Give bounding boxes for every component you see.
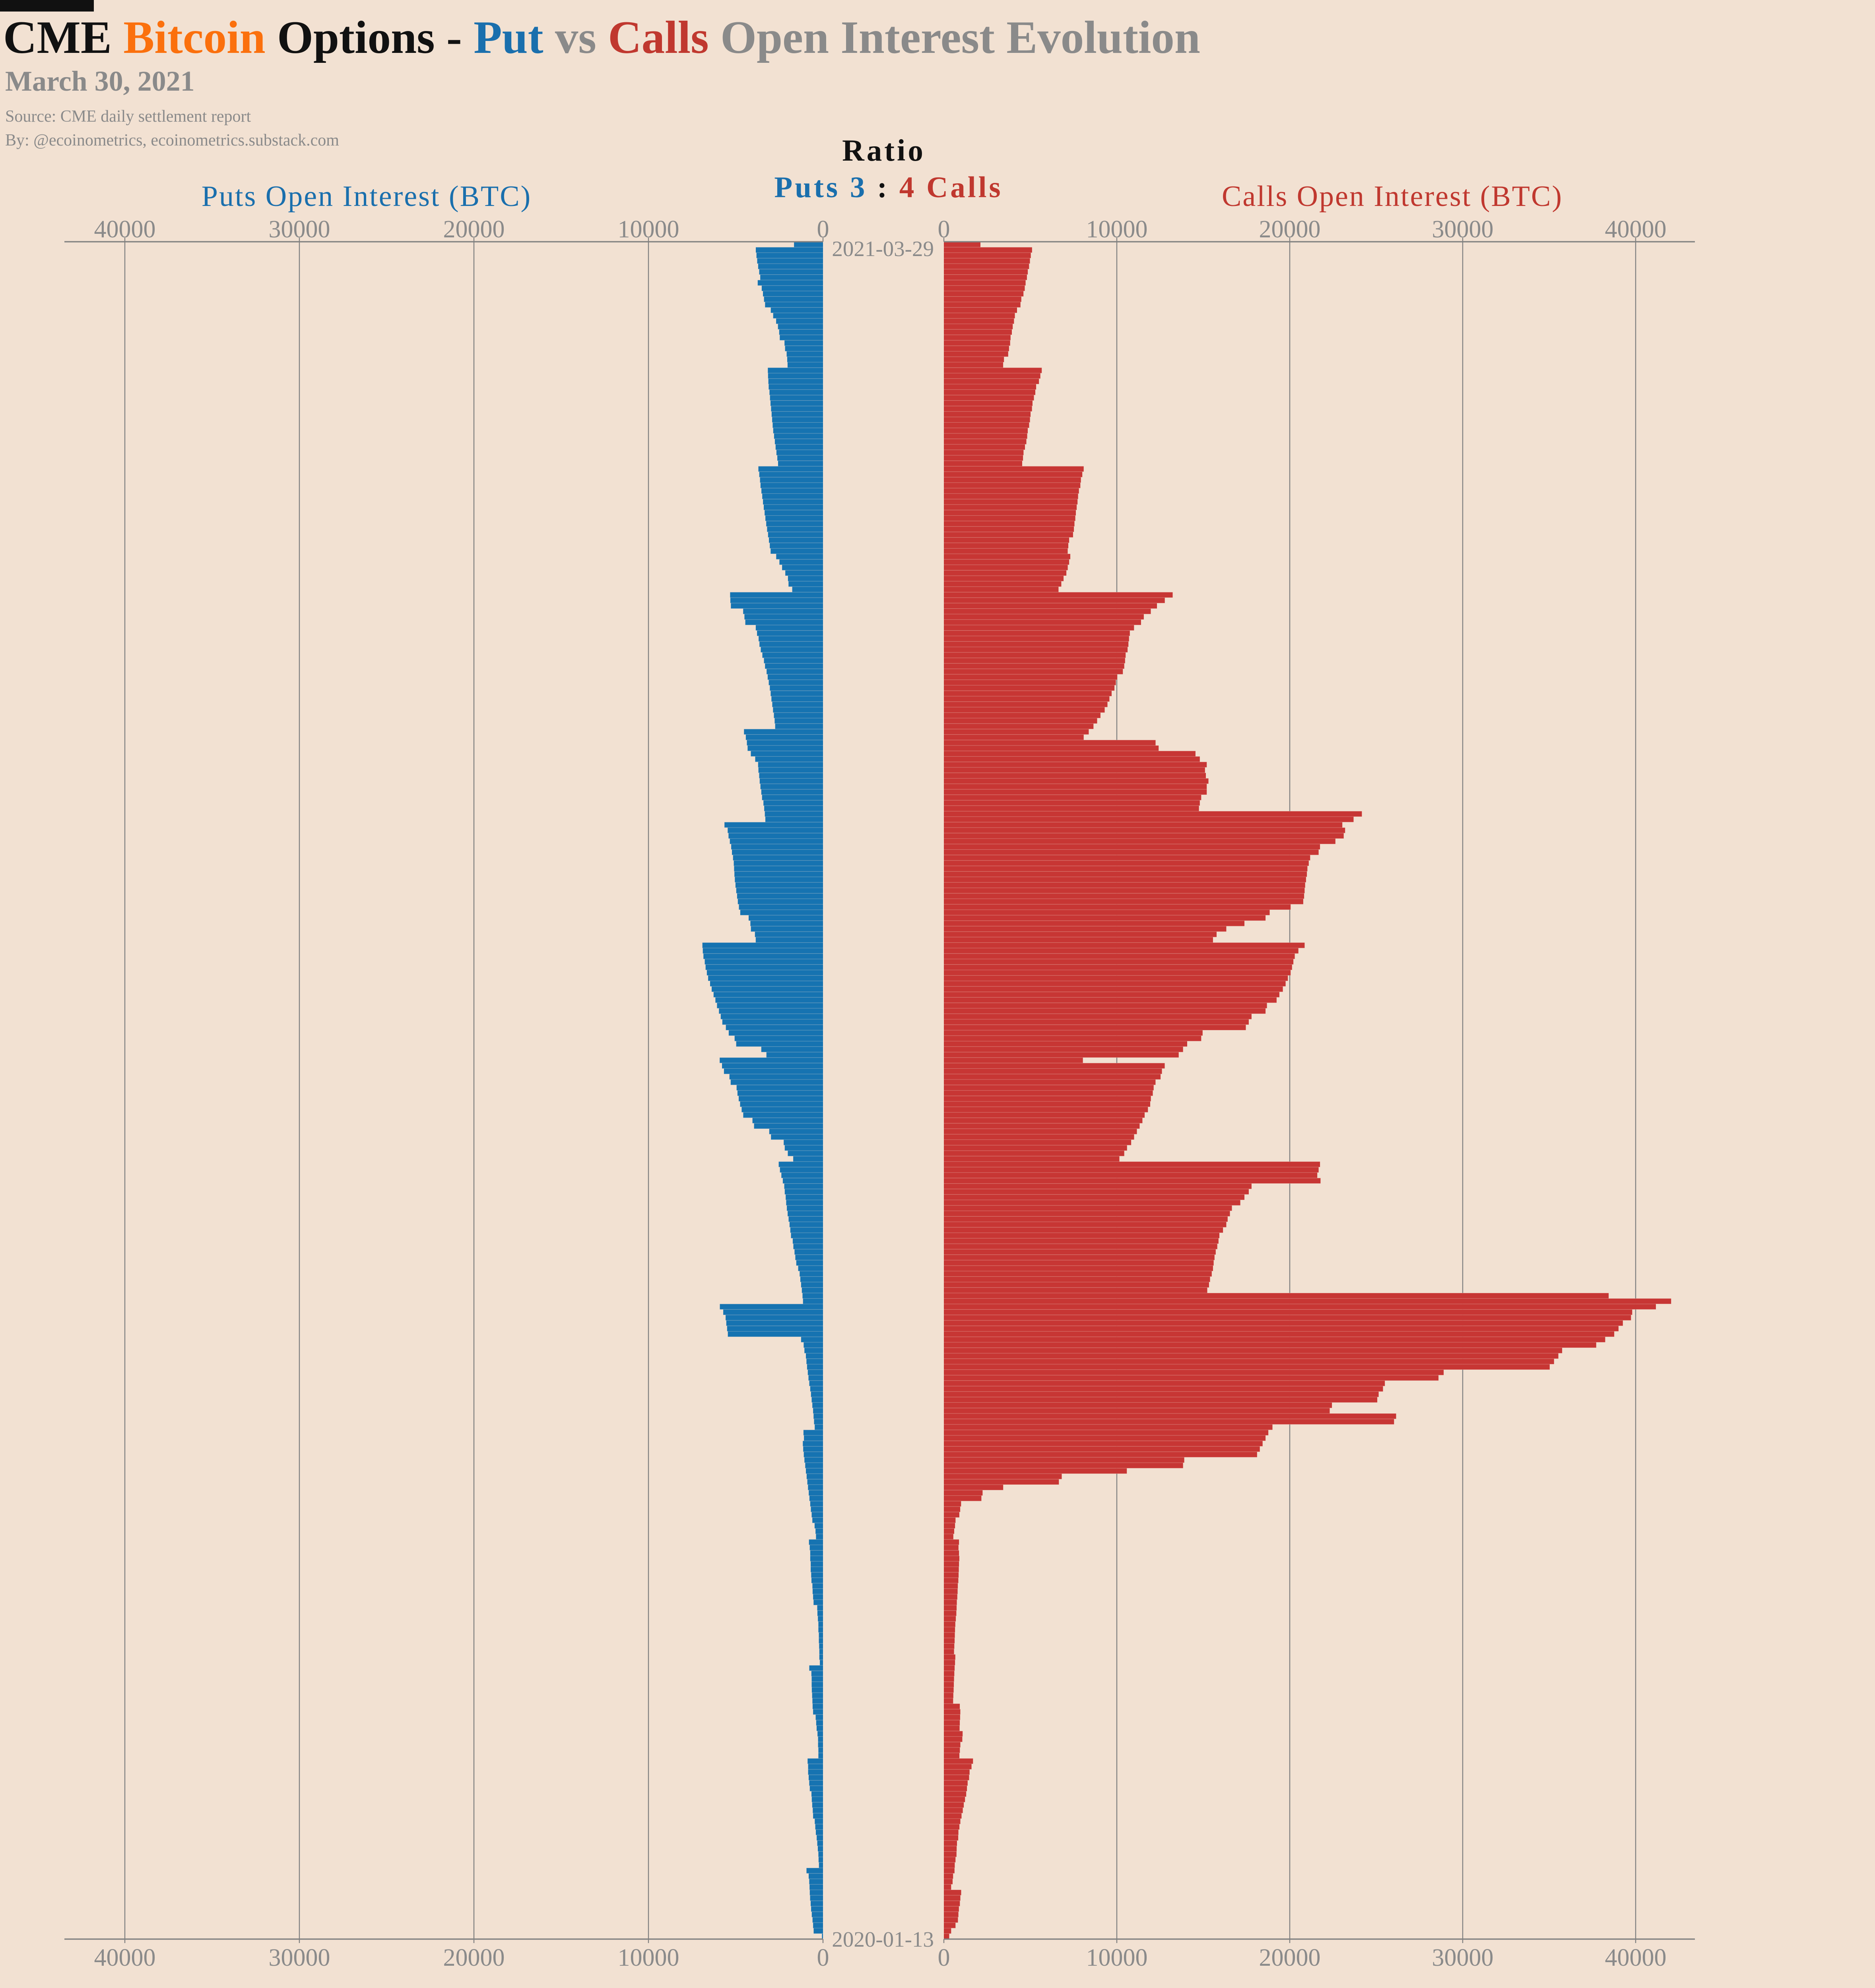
svg-text:30000: 30000 [1432,1944,1494,1971]
svg-text:Puts 3 : 4 Calls: Puts 3 : 4 Calls [774,171,1003,204]
svg-text:10000: 10000 [1086,216,1148,243]
svg-text:0: 0 [938,216,950,243]
svg-text:0: 0 [938,1944,950,1971]
svg-text:Ratio: Ratio [842,133,926,167]
svg-text:40000: 40000 [94,1944,156,1971]
svg-text:20000: 20000 [1259,216,1321,243]
svg-text:10000: 10000 [618,216,679,243]
svg-text:20000: 20000 [443,216,505,243]
svg-text:10000: 10000 [1086,1944,1148,1971]
svg-text:March 30, 2021: March 30, 2021 [5,65,195,97]
svg-text:40000: 40000 [94,216,156,243]
svg-text:30000: 30000 [269,216,330,243]
svg-text:10000: 10000 [618,1944,679,1971]
svg-text:40000: 40000 [1605,1944,1667,1971]
svg-text:By: @ecoinometrics, ecoinometr: By: @ecoinometrics, ecoinometrics.substa… [5,131,339,149]
svg-text:20000: 20000 [1259,1944,1321,1971]
svg-text:0: 0 [817,216,829,243]
svg-text:2021-03-29: 2021-03-29 [832,237,934,261]
svg-text:30000: 30000 [1432,216,1494,243]
svg-text:CME Bitcoin Options - Put vs C: CME Bitcoin Options - Put vs Calls Open … [3,12,1200,63]
svg-text:Calls Open Interest (BTC): Calls Open Interest (BTC) [1222,180,1563,213]
svg-text:30000: 30000 [269,1944,330,1971]
svg-text:40000: 40000 [1605,216,1667,243]
svg-text:Source: CME daily settlement r: Source: CME daily settlement report [5,107,251,126]
svg-text:2020-01-13: 2020-01-13 [832,1927,934,1951]
svg-text:0: 0 [817,1944,829,1971]
svg-text:20000: 20000 [443,1944,505,1971]
svg-text:Puts Open Interest (BTC): Puts Open Interest (BTC) [202,180,532,213]
